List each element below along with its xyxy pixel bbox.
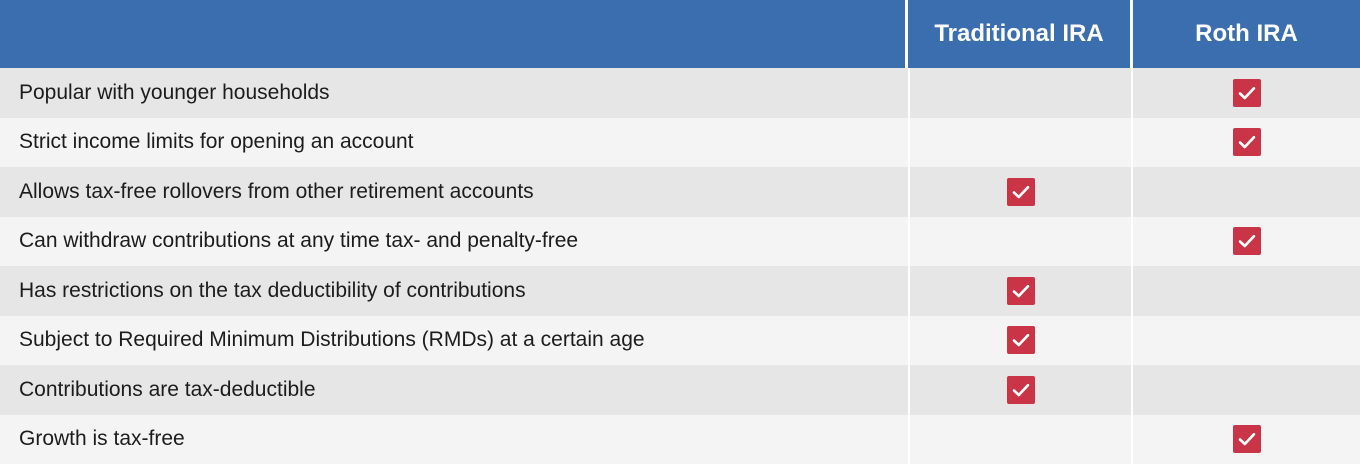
checkmark-icon xyxy=(1232,425,1261,454)
roth-ira-cell xyxy=(1133,167,1360,217)
roth-ira-cell xyxy=(1133,315,1360,365)
checkmark-icon xyxy=(1232,78,1261,107)
checkmark-icon xyxy=(1232,128,1261,157)
header-traditional-ira: Traditional IRA xyxy=(908,0,1133,68)
roth-ira-cell xyxy=(1133,414,1360,464)
row-label: Strict income limits for opening an acco… xyxy=(0,117,908,167)
traditional-ira-cell xyxy=(908,117,1133,167)
row-label: Growth is tax-free xyxy=(0,414,908,464)
row-label: Can withdraw contributions at any time t… xyxy=(0,216,908,266)
roth-ira-cell xyxy=(1133,216,1360,266)
traditional-ira-cell xyxy=(908,68,1133,118)
checkmark-icon xyxy=(1006,326,1035,355)
roth-ira-cell xyxy=(1133,365,1360,415)
row-label: Allows tax-free rollovers from other ret… xyxy=(0,167,908,217)
traditional-ira-cell xyxy=(908,167,1133,217)
checkmark-icon xyxy=(1232,227,1261,256)
row-label: Contributions are tax-deductible xyxy=(0,365,908,415)
traditional-ira-cell xyxy=(908,216,1133,266)
traditional-ira-cell xyxy=(908,414,1133,464)
traditional-ira-cell xyxy=(908,365,1133,415)
checkmark-icon xyxy=(1006,375,1035,404)
traditional-ira-cell xyxy=(908,315,1133,365)
checkmark-icon xyxy=(1006,177,1035,206)
header-cell-empty xyxy=(0,0,908,68)
row-label: Has restrictions on the tax deductibilit… xyxy=(0,266,908,316)
checkmark-icon xyxy=(1006,276,1035,305)
roth-ira-cell xyxy=(1133,266,1360,316)
roth-ira-cell xyxy=(1133,68,1360,118)
traditional-ira-cell xyxy=(908,266,1133,316)
row-label: Subject to Required Minimum Distribution… xyxy=(0,315,908,365)
row-label: Popular with younger households xyxy=(0,68,908,118)
header-roth-ira: Roth IRA xyxy=(1133,0,1360,68)
roth-ira-cell xyxy=(1133,117,1360,167)
